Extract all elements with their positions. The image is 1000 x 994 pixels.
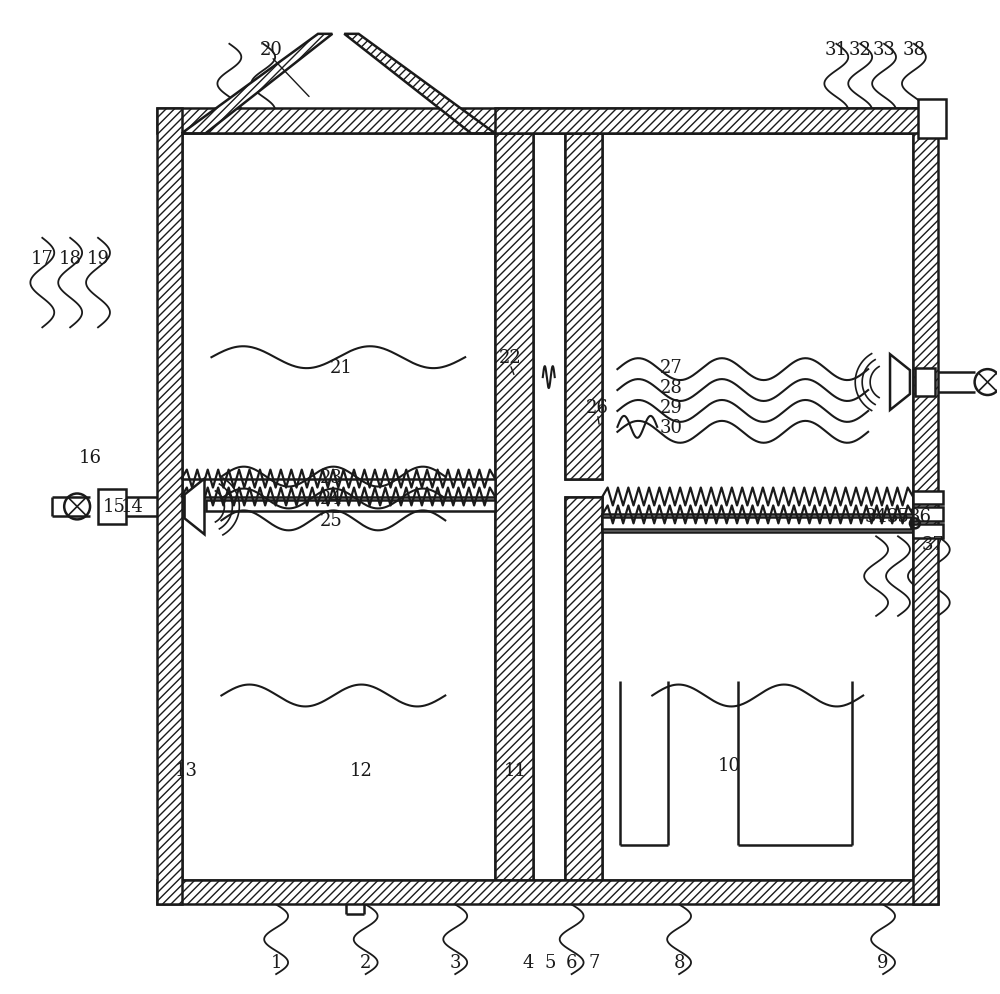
Bar (565, 497, 602, 880)
Bar (565, 134, 602, 479)
Text: 12: 12 (349, 761, 372, 779)
Polygon shape (182, 35, 332, 134)
Text: 30: 30 (660, 418, 683, 436)
Bar (182, 479, 495, 497)
Text: 11: 11 (503, 761, 526, 779)
Text: 17: 17 (31, 249, 54, 267)
Bar (495, 134, 533, 880)
Bar (182, 134, 913, 880)
Polygon shape (185, 479, 204, 535)
Bar (913, 508, 943, 522)
Text: 22: 22 (499, 349, 521, 367)
Text: 15: 15 (103, 498, 125, 516)
Text: 23: 23 (319, 468, 342, 486)
Text: 20: 20 (260, 41, 283, 59)
Text: 8: 8 (673, 953, 685, 971)
Text: 2: 2 (360, 953, 371, 971)
Text: 14: 14 (120, 498, 143, 516)
Text: 32: 32 (849, 41, 872, 59)
Bar (495, 109, 938, 134)
Text: 7: 7 (589, 953, 600, 971)
Bar (565, 134, 602, 479)
Text: 1: 1 (270, 953, 282, 971)
Bar (157, 109, 182, 905)
Bar (206, 501, 495, 512)
Text: 33: 33 (873, 41, 896, 59)
Polygon shape (344, 35, 495, 134)
Text: 6: 6 (566, 953, 577, 971)
Text: 5: 5 (544, 953, 555, 971)
Bar (565, 134, 602, 479)
Text: 10: 10 (717, 756, 740, 774)
Text: 36: 36 (908, 508, 931, 526)
Bar (915, 369, 935, 397)
Bar (157, 880, 938, 905)
Bar (918, 99, 946, 139)
Bar (602, 515, 913, 533)
Bar (565, 497, 602, 880)
Text: 21: 21 (329, 359, 352, 377)
Bar (98, 489, 126, 525)
Text: 25: 25 (319, 512, 342, 530)
Polygon shape (890, 355, 910, 411)
Text: 18: 18 (59, 249, 82, 267)
Bar (565, 497, 602, 880)
Text: 35: 35 (887, 508, 909, 526)
Text: 38: 38 (902, 41, 925, 59)
Text: 26: 26 (586, 399, 609, 416)
Bar (602, 518, 911, 530)
Text: 29: 29 (660, 399, 683, 416)
Text: 19: 19 (87, 249, 110, 267)
Text: 3: 3 (449, 953, 461, 971)
Text: 27: 27 (660, 359, 683, 377)
Text: 9: 9 (877, 953, 889, 971)
Bar (495, 134, 533, 880)
Text: 34: 34 (865, 508, 888, 526)
Bar (913, 109, 938, 905)
Bar (157, 109, 938, 134)
Text: 16: 16 (79, 448, 102, 466)
Text: 24: 24 (319, 490, 342, 508)
Bar (495, 134, 533, 880)
Text: 31: 31 (825, 41, 848, 59)
Text: 4: 4 (522, 953, 534, 971)
Bar (913, 491, 943, 505)
Text: 13: 13 (175, 761, 198, 779)
Text: 37: 37 (921, 536, 944, 554)
Bar (913, 525, 943, 539)
Text: 28: 28 (660, 379, 683, 397)
